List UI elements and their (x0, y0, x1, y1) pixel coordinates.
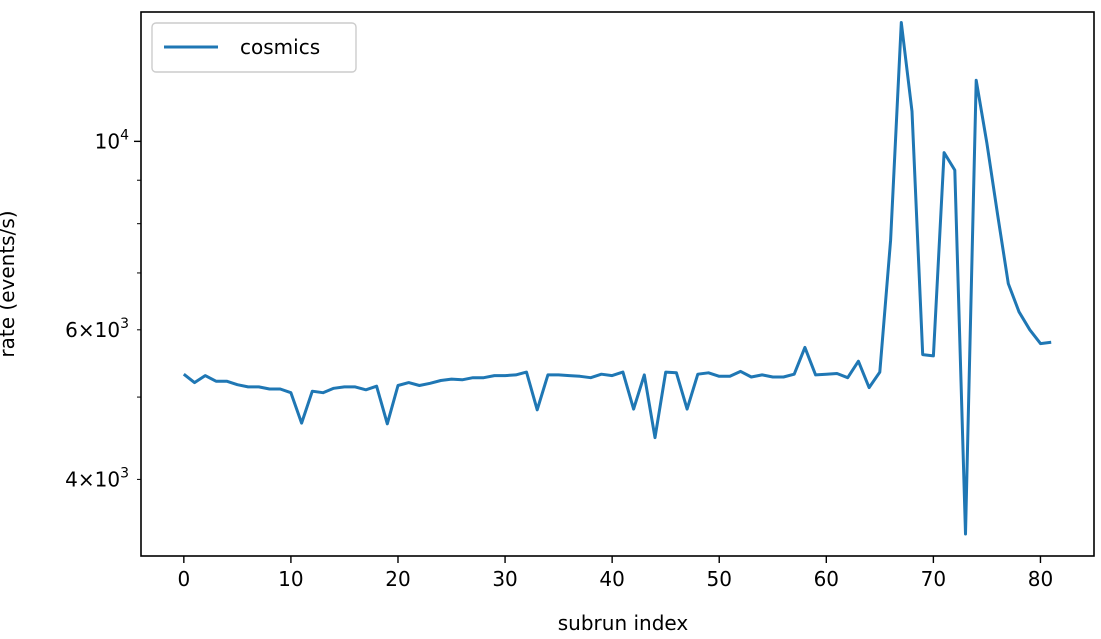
y-tick-label: 104 (95, 127, 129, 153)
x-tick-label: 20 (385, 567, 410, 591)
y-axis: 104 4×103 6×103 (65, 127, 141, 491)
x-axis-title: subrun index (558, 611, 689, 635)
x-tick-label: 0 (177, 567, 190, 591)
x-axis: 0 10 20 30 40 50 60 70 80 (177, 556, 1053, 591)
x-tick-label: 70 (921, 567, 946, 591)
x-tick-label: 40 (599, 567, 624, 591)
plot-frame (140, 11, 1095, 557)
legend-box (151, 22, 357, 73)
x-tick-label: 80 (1028, 567, 1053, 591)
x-tick-label: 60 (814, 567, 839, 591)
series-layer (182, 21, 1052, 536)
y-axis-title: rate (events/s) (0, 210, 19, 357)
x-tick-label: 50 (706, 567, 731, 591)
y-tick-label: 4×103 (65, 465, 129, 491)
series-line-cosmics (182, 21, 1052, 536)
y-tick-label: 6×103 (65, 316, 129, 342)
legend-label-cosmics: cosmics (240, 35, 320, 59)
x-tick-label: 10 (278, 567, 303, 591)
x-tick-label: 30 (492, 567, 517, 591)
legend: cosmics (151, 22, 357, 73)
